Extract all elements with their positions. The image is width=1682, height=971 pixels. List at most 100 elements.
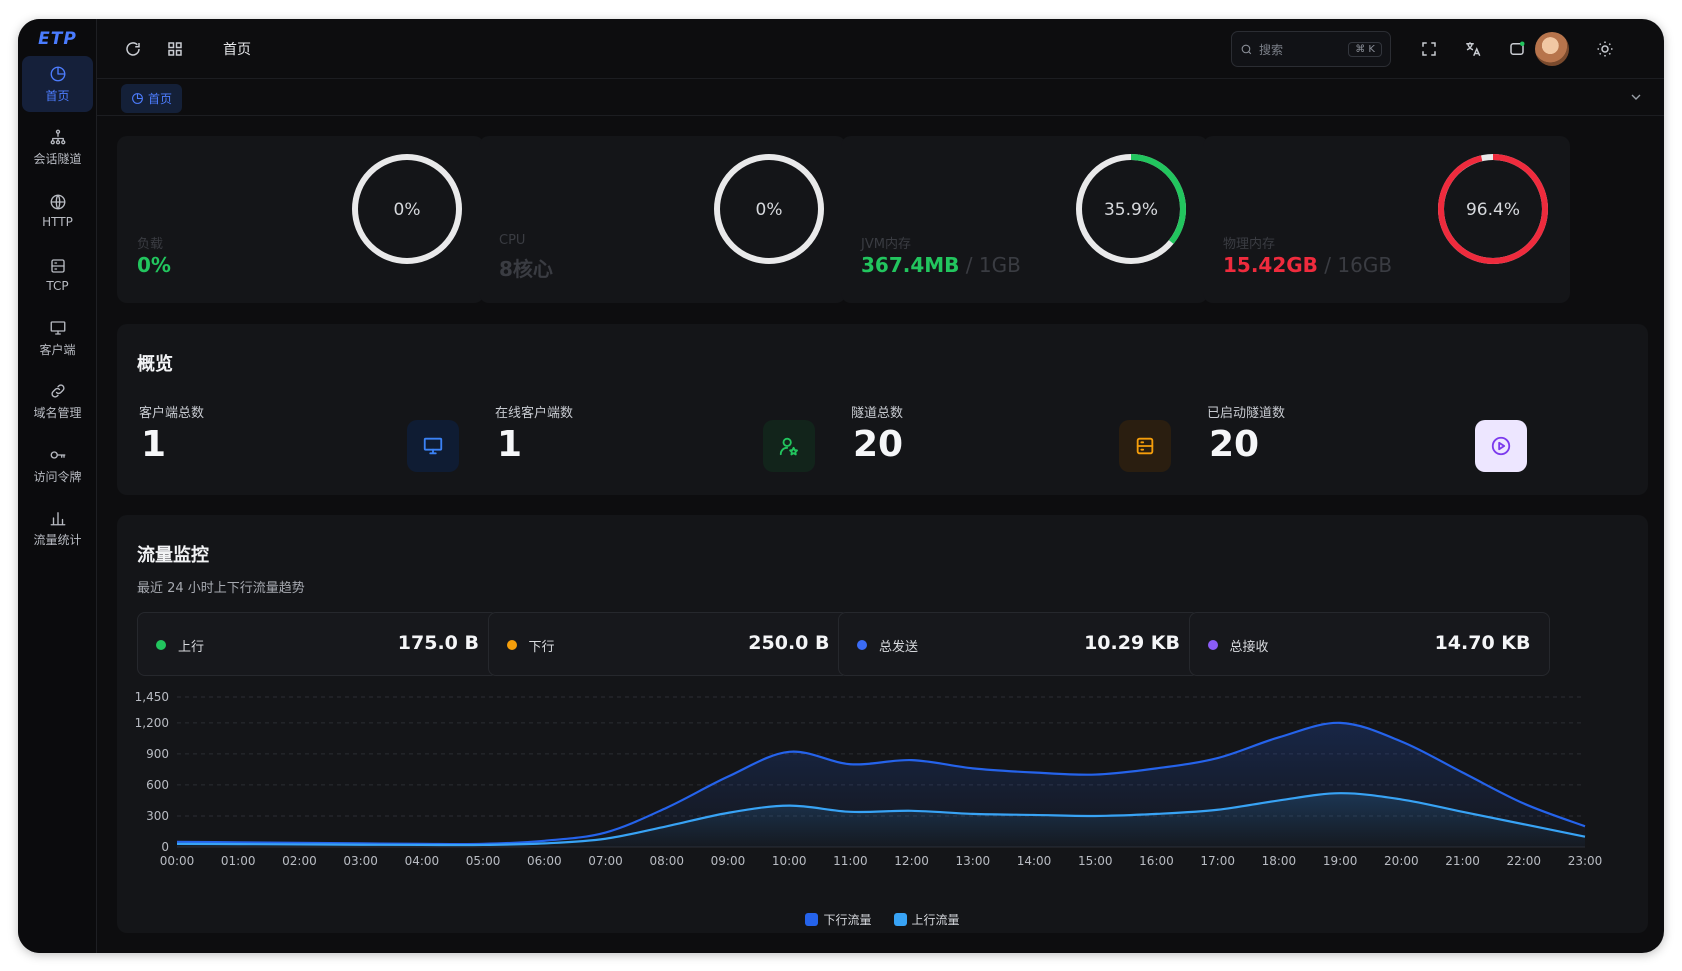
stat-icon-box — [1119, 420, 1171, 472]
user-star-icon — [779, 437, 798, 456]
sidebar-item-7[interactable]: 流量统计 — [22, 501, 93, 557]
y-tick-label: 1,200 — [135, 716, 169, 730]
status-dot — [857, 640, 867, 650]
y-tick-label: 300 — [146, 809, 169, 823]
legend-swatch — [893, 913, 907, 926]
legend-item[interactable]: 下行流量 — [805, 911, 872, 928]
notification-icon[interactable] — [1505, 37, 1529, 61]
x-tick-label: 07:00 — [588, 854, 623, 868]
chevron-down-icon[interactable] — [1628, 89, 1644, 105]
breadcrumb[interactable]: 首页 — [223, 42, 251, 58]
x-tick-label: 01:00 — [221, 854, 256, 868]
x-tick-label: 03:00 — [343, 854, 378, 868]
stat-item: 隧道总数 20 — [851, 402, 1211, 482]
sidebar-item-label: 流量统计 — [33, 533, 82, 547]
x-tick-label: 22:00 — [1506, 854, 1541, 868]
x-tick-label: 00:00 — [160, 854, 195, 868]
gauge-ring: 35.9% — [1072, 150, 1190, 268]
user-avatar[interactable] — [1535, 32, 1569, 66]
sidebar-item-label: TCP — [46, 278, 69, 293]
gauge-center-text: 35.9% — [1104, 200, 1158, 220]
stat-item: 客户端总数 1 — [139, 402, 499, 482]
gauge-value-main: 8核心 — [499, 257, 553, 281]
x-tick-label: 20:00 — [1384, 854, 1419, 868]
x-tick-label: 12:00 — [894, 854, 929, 868]
stat-label: 客户端总数 — [139, 406, 205, 421]
sidebar-item-3[interactable]: TCP — [22, 247, 93, 303]
sidebar-item-label: 客户端 — [39, 342, 76, 357]
sidebar-item-label: 访问令牌 — [33, 469, 82, 484]
sidebar-item-0[interactable]: 首页 — [22, 56, 93, 112]
sidebar-item-2[interactable]: HTTP — [22, 183, 93, 239]
monitor-icon — [423, 437, 443, 455]
x-tick-label: 17:00 — [1200, 854, 1235, 868]
translate-icon[interactable] — [1461, 37, 1485, 61]
tab-home[interactable]: 首页 — [121, 84, 183, 113]
sidebar-item-6[interactable]: 访问令牌 — [22, 437, 93, 493]
theme-sun-icon[interactable] — [1593, 37, 1617, 61]
gauge-card: 35.9% JVM内存 367.4MB / 1GB — [841, 136, 1208, 303]
tab-label: 首页 — [148, 92, 173, 106]
gauge-center-text: 96.4% — [1466, 200, 1520, 220]
x-tick-label: 14:00 — [1017, 854, 1052, 868]
y-tick-label: 0 — [161, 840, 169, 854]
gauge-ring: 96.4% — [1434, 150, 1552, 268]
stat-item: 在线客户端数 1 — [495, 402, 855, 482]
overview-title: 概览 — [137, 354, 173, 375]
search-icon — [1241, 44, 1252, 54]
monitor-icon — [50, 320, 65, 335]
tab-bar: 首页 — [97, 79, 1664, 116]
stat-label: 在线客户端数 — [495, 406, 574, 421]
x-tick-label: 19:00 — [1323, 854, 1358, 868]
search-box[interactable]: 搜索 ⌘ K — [1231, 31, 1391, 67]
gauge-value: 8核心 — [499, 253, 553, 282]
traffic-card: 流量监控 最近 24 小时上下行流量趋势 上行 175.0 B 下行 250.0 B 总… — [117, 515, 1648, 933]
x-tick-label: 15:00 — [1078, 854, 1113, 868]
sidebar-item-4[interactable]: 客户端 — [22, 310, 93, 366]
stat-item: 已启动隧道数 20 — [1207, 402, 1567, 482]
gauge-card: 0% CPU 8核心 — [479, 136, 846, 303]
x-tick-label: 18:00 — [1262, 854, 1297, 868]
gauge-card: 96.4% 物理内存 15.42GB / 16GB — [1203, 136, 1570, 303]
y-tick-label: 600 — [146, 778, 169, 792]
gauge-label: CPU — [499, 233, 526, 248]
x-tick-label: 10:00 — [772, 854, 807, 868]
traffic-stat-value: 14.70 KB — [1434, 632, 1531, 654]
apps-grid-icon[interactable] — [163, 37, 187, 61]
traffic-stat-box: 总发送 10.29 KB — [838, 612, 1199, 676]
sidebar-item-label: 首页 — [45, 88, 70, 103]
dashboard-icon — [50, 66, 65, 81]
app-logo[interactable]: ETP — [38, 29, 77, 49]
bar-chart-icon — [50, 512, 65, 526]
key-icon — [50, 450, 65, 459]
refresh-icon[interactable] — [121, 37, 145, 61]
gauge-label: JVM内存 — [861, 237, 911, 252]
traffic-title: 流量监控 — [137, 545, 209, 566]
x-tick-label: 06:00 — [527, 854, 562, 868]
link-icon — [50, 384, 65, 398]
traffic-stat-value: 10.29 KB — [1084, 632, 1180, 654]
traffic-stat-box: 下行 250.0 B — [487, 612, 849, 676]
sidebar-item-5[interactable]: 域名管理 — [22, 374, 93, 430]
stat-label: 已启动隧道数 — [1207, 406, 1286, 421]
legend-label: 上行流量 — [911, 913, 960, 927]
traffic-stat-box: 上行 175.0 B — [137, 612, 498, 676]
y-tick-label: 900 — [146, 747, 169, 761]
fullscreen-icon[interactable] — [1417, 37, 1441, 61]
sidebar-item-1[interactable]: 会话隧道 — [22, 120, 93, 176]
gauge-label: 负载 — [137, 237, 164, 252]
gauge-card: 0% 负载 0% — [117, 136, 484, 303]
server-icon — [1136, 437, 1154, 455]
x-tick-label: 16:00 — [1139, 854, 1174, 868]
stat-value: 1 — [141, 424, 167, 465]
legend-item[interactable]: 上行流量 — [893, 911, 960, 928]
gauge-value: 367.4MB / 1GB — [861, 253, 1021, 277]
series-line-1 — [176, 792, 1586, 847]
y-tick-label: 1,450 — [135, 690, 169, 704]
server-icon — [50, 258, 65, 273]
search-shortcut: ⌘ K — [1348, 41, 1382, 57]
status-dot — [156, 640, 166, 650]
top-header: 首页 搜索 ⌘ K — [97, 19, 1664, 79]
stat-icon-box — [407, 420, 459, 472]
x-tick-label: 23:00 — [1568, 854, 1603, 868]
